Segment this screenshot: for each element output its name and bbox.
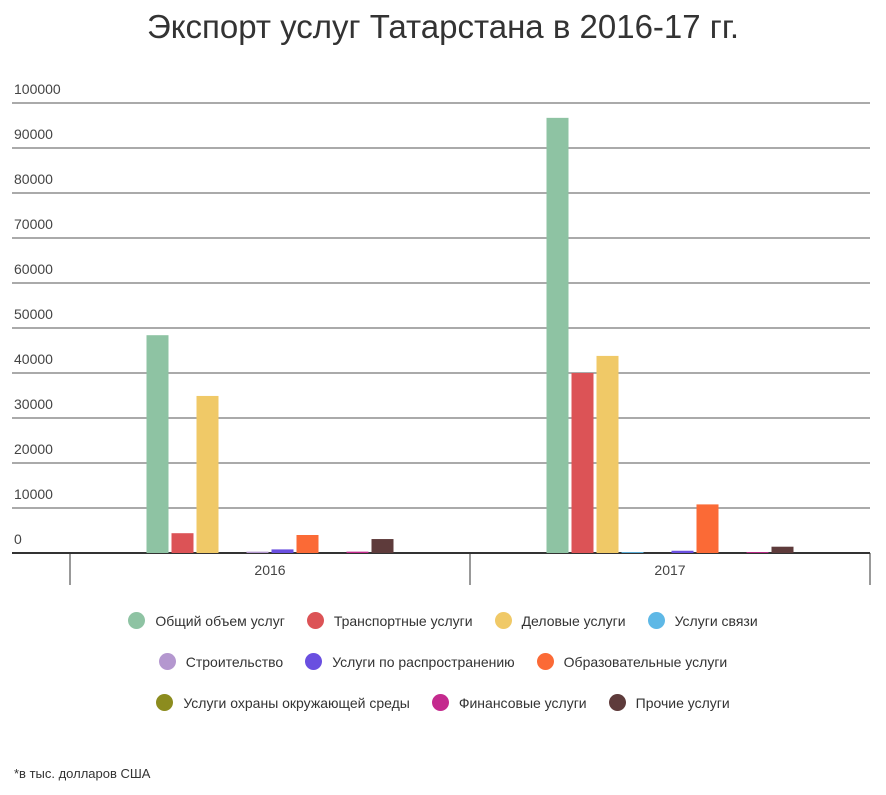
bar-2017-6	[696, 504, 719, 553]
bar-2016-9	[371, 539, 394, 553]
bar-2017-5	[671, 550, 694, 553]
bar-2017-8	[746, 552, 769, 553]
bar-2017-3	[621, 552, 644, 553]
legend-row: Строительство Услуги по распространению Об…	[0, 653, 886, 670]
legend-label: Строительство	[185, 653, 284, 670]
bar-2016-6	[296, 535, 319, 553]
legend-swatch-icon	[156, 694, 174, 711]
legend-label: Образовательные услуги	[563, 653, 728, 670]
bar-2016-0	[146, 335, 169, 553]
y-tick-label: 20000	[14, 441, 53, 457]
legend-label: Услуги по распространению	[332, 653, 515, 670]
bar-2016-2	[196, 395, 219, 553]
y-tick-label: 60000	[14, 261, 53, 277]
bar-2016-8	[346, 551, 369, 553]
plot-area: 0 10000 20000 30000 40000 50000 60000 70000 8000…	[12, 81, 871, 585]
legend-swatch-icon	[305, 653, 323, 670]
y-tick-label: 10000	[14, 486, 53, 502]
bar-2017-2	[596, 355, 619, 553]
legend-swatch-icon	[647, 612, 665, 629]
legend-label: Деловые услуги	[521, 612, 626, 629]
chart-title: Экспорт услуг Татарстана в 2016-17 гг.	[146, 8, 740, 45]
legend-item: Транспортные услуги	[306, 612, 473, 629]
legend-item: Строительство	[158, 653, 284, 670]
bar-2016-4	[246, 551, 269, 553]
legend-item: Услуги связи	[647, 612, 758, 629]
legend-item: Прочие услуги	[608, 694, 730, 711]
legend-label: Услуги охраны окружающей среды	[183, 694, 410, 711]
legend-swatch-icon	[158, 653, 176, 670]
legend-swatch-icon	[306, 612, 324, 629]
y-tick-label: 30000	[14, 396, 53, 412]
y-tick-label: 50000	[14, 306, 53, 322]
y-tick-label: 100000	[14, 81, 61, 97]
x-tick-label: 2016	[254, 562, 285, 578]
bar-2016-5	[271, 549, 294, 553]
bar-2017-9	[771, 546, 794, 553]
legend-swatch-icon	[608, 694, 626, 711]
legend-row: Услуги охраны окружающей среды Финансовые…	[0, 694, 886, 711]
legend-item: Образовательные услуги	[536, 653, 728, 670]
y-tick-label: 70000	[14, 216, 53, 232]
legend-label: Прочие услуги	[635, 694, 730, 711]
bar-2017-1	[571, 373, 594, 553]
legend-label: Общий объем услуг	[155, 612, 285, 629]
y-tick-label: 90000	[14, 126, 53, 142]
legend-swatch-icon	[536, 653, 554, 670]
y-tick-label: 40000	[14, 351, 53, 367]
legend: Общий объем услуг Транспортные услуги Дело…	[0, 612, 886, 735]
legend-label: Транспортные услуги	[333, 612, 473, 629]
footnote: *в тыс. долларов США	[14, 766, 151, 781]
legend-swatch-icon	[494, 612, 512, 629]
legend-item: Финансовые услуги	[431, 694, 587, 711]
legend-swatch-icon	[128, 612, 146, 629]
legend-label: Услуги связи	[674, 612, 758, 629]
legend-item: Услуги по распространению	[305, 653, 515, 670]
y-tick-label: 0	[14, 531, 22, 547]
legend-item: Деловые услуги	[494, 612, 626, 629]
bar-2017-0	[546, 117, 569, 553]
legend-item: Общий объем услуг	[128, 612, 285, 629]
legend-swatch-icon	[431, 694, 449, 711]
legend-row: Общий объем услуг Транспортные услуги Дело…	[0, 612, 886, 629]
y-tick-label: 80000	[14, 171, 53, 187]
bar-2016-1	[171, 533, 194, 553]
legend-item: Услуги охраны окружающей среды	[156, 694, 410, 711]
x-tick-label: 2017	[654, 562, 685, 578]
legend-label: Финансовые услуги	[458, 694, 587, 711]
